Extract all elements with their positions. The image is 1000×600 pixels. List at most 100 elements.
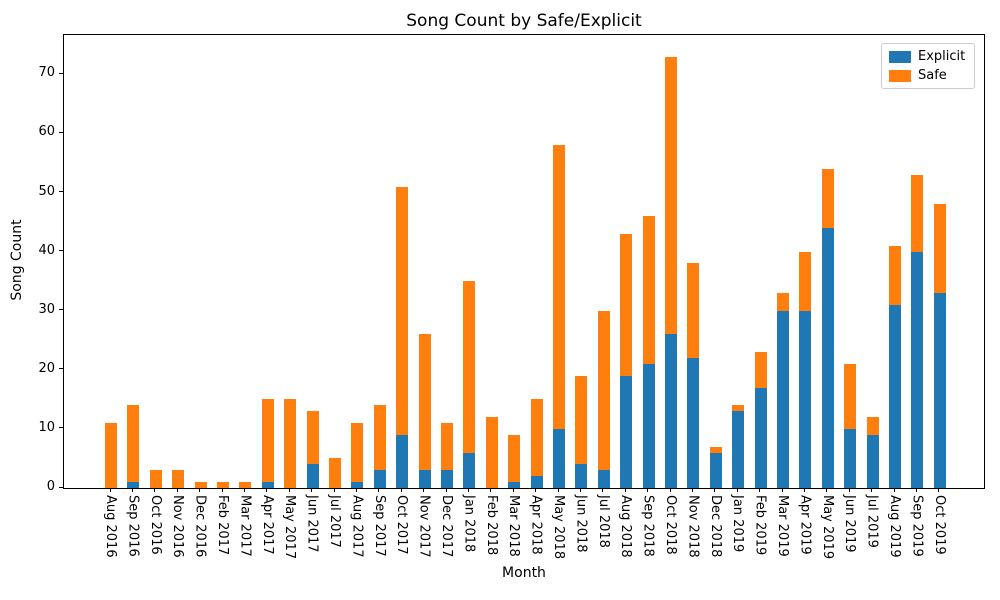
bar-jun-2018	[575, 375, 588, 488]
x-tick-mark	[490, 488, 492, 492]
bar-segment-explicit	[911, 251, 924, 488]
bar-sep-2017	[373, 405, 386, 488]
bar-segment-safe	[149, 470, 162, 488]
y-tick-label: 10	[38, 419, 55, 435]
x-tick-mark	[714, 488, 716, 492]
x-tick-label: Oct 2016	[147, 495, 163, 555]
x-tick-label: Aug 2016	[103, 495, 118, 558]
bar-segment-safe	[351, 423, 364, 483]
y-tick-mark	[59, 131, 63, 133]
bar-segment-explicit	[530, 476, 543, 488]
x-tick-mark	[423, 488, 425, 492]
bar-segment-explicit	[508, 482, 521, 488]
x-tick-mark	[893, 488, 895, 492]
x-tick-label: Nov 2017	[416, 495, 432, 558]
bar-segment-safe	[485, 417, 498, 488]
bar-segment-safe	[665, 56, 677, 335]
bar-segment-safe	[844, 363, 857, 429]
x-tick-label: Apr 2017	[259, 495, 275, 555]
x-tick-label: Nov 2016	[170, 495, 186, 558]
x-tick-label: Sep 2017	[371, 495, 387, 557]
bar-segment-safe	[105, 423, 117, 488]
bar-segment-explicit	[642, 363, 655, 488]
bar-segment-explicit	[620, 375, 633, 488]
bar-sep-2016	[127, 405, 140, 488]
bar-segment-safe	[194, 482, 207, 488]
bar-feb-2017	[217, 482, 229, 488]
bar-apr-2019	[799, 251, 812, 488]
bar-segment-explicit	[553, 428, 565, 488]
y-axis-label: Song Count	[9, 219, 25, 301]
x-tick-mark	[221, 488, 223, 492]
x-tick-label: May 2019	[819, 495, 835, 560]
bar-segment-safe	[911, 174, 924, 252]
x-tick-mark	[131, 488, 133, 492]
x-tick-label: Feb 2018	[483, 495, 499, 556]
x-tick-mark	[691, 488, 693, 492]
x-tick-mark	[355, 488, 357, 492]
bar-segment-explicit	[441, 470, 453, 488]
x-tick-mark	[826, 488, 828, 492]
x-tick-mark	[512, 488, 514, 492]
bar-segment-explicit	[306, 464, 319, 488]
bar-segment-safe	[329, 458, 341, 488]
x-tick-mark	[311, 488, 313, 492]
bar-jul-2019	[866, 417, 879, 488]
x-tick-mark	[915, 488, 917, 492]
bar-segment-explicit	[799, 310, 812, 488]
x-tick-mark	[736, 488, 738, 492]
bar-segment-safe	[642, 216, 655, 364]
bar-segment-safe	[777, 292, 789, 311]
x-tick-mark	[871, 488, 873, 492]
bar-mar-2017	[239, 482, 252, 488]
x-tick-label: Jun 2019	[842, 495, 858, 553]
bar-sep-2019	[911, 174, 924, 488]
bar-segment-safe	[575, 375, 588, 465]
bar-segment-safe	[463, 281, 476, 453]
x-tick-mark	[781, 488, 783, 492]
bar-segment-safe	[172, 470, 185, 488]
x-tick-mark	[333, 488, 335, 492]
bar-nov-2016	[172, 470, 185, 488]
x-tick-label: Apr 2018	[528, 495, 544, 555]
x-tick-mark	[803, 488, 805, 492]
y-tick-label: 30	[38, 301, 55, 317]
bar-segment-explicit	[665, 334, 677, 488]
bar-apr-2018	[530, 399, 543, 488]
legend-entry-explicit: Explicit	[889, 49, 967, 64]
x-tick-label: Oct 2019	[931, 495, 947, 555]
x-tick-mark	[176, 488, 178, 492]
x-tick-mark	[445, 488, 447, 492]
bar-dec-2017	[441, 423, 453, 488]
bar-aug-2017	[351, 423, 364, 488]
chart-title: Song Count by Safe/Explicit	[406, 11, 642, 31]
y-tick-mark	[59, 368, 63, 370]
y-tick-mark	[59, 72, 63, 74]
bar-segment-safe	[373, 405, 386, 471]
bar-segment-explicit	[687, 357, 700, 488]
bar-segment-safe	[889, 245, 901, 305]
bar-segment-explicit	[844, 428, 857, 488]
x-tick-label: Aug 2018	[618, 495, 634, 558]
y-tick-label: 40	[38, 242, 55, 258]
bar-jun-2019	[844, 363, 857, 488]
x-tick-label: Jan 2019	[730, 495, 746, 553]
bar-oct-2019	[933, 204, 946, 488]
legend-label-safe: Safe	[918, 68, 947, 83]
x-tick-label: Jul 2017	[327, 495, 342, 548]
x-tick-mark	[579, 488, 581, 492]
x-tick-mark	[467, 488, 469, 492]
bar-segment-safe	[239, 482, 252, 488]
x-tick-mark	[624, 488, 626, 492]
x-tick-mark	[109, 488, 111, 492]
bar-segment-safe	[306, 411, 319, 465]
bar-segment-explicit	[373, 470, 386, 488]
bar-segment-safe	[933, 204, 946, 293]
legend: Explicit Safe	[881, 43, 975, 89]
x-tick-label: Sep 2016	[125, 495, 141, 557]
bar-segment-explicit	[261, 482, 274, 488]
bar-may-2017	[284, 399, 297, 488]
x-tick-label: May 2017	[282, 495, 298, 560]
bar-segment-safe	[418, 334, 431, 471]
bar-segment-safe	[687, 263, 700, 358]
